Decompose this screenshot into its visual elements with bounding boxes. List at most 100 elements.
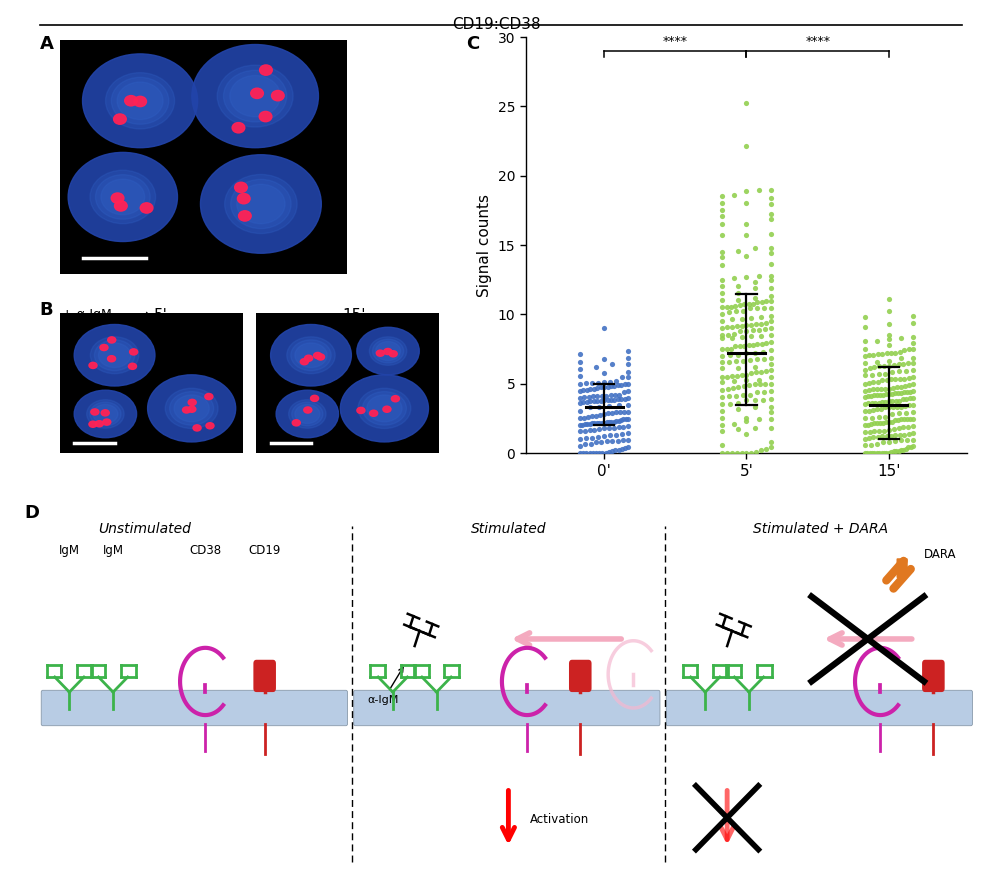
Point — [600, 406, 616, 420]
Point — [902, 391, 918, 405]
Point — [584, 416, 600, 430]
Point — [592, 381, 608, 395]
Circle shape — [191, 44, 318, 148]
Point — [730, 403, 746, 417]
Point — [738, 414, 754, 428]
Point — [579, 382, 595, 396]
Point — [747, 345, 763, 359]
Point — [584, 431, 600, 445]
Point — [901, 419, 917, 434]
Point — [726, 417, 742, 431]
Point — [714, 250, 730, 265]
Point — [722, 396, 738, 411]
Circle shape — [95, 420, 103, 427]
Point — [581, 417, 597, 431]
Point — [885, 394, 901, 408]
Point — [878, 388, 894, 402]
Text: α-IgM: α-IgM — [368, 667, 403, 704]
Point — [905, 433, 921, 447]
Point — [889, 381, 905, 395]
Point — [603, 389, 619, 403]
Point — [611, 398, 627, 412]
Circle shape — [376, 350, 384, 357]
Point — [719, 342, 735, 356]
Circle shape — [289, 400, 326, 428]
Point — [722, 349, 738, 363]
Point — [857, 342, 873, 356]
Point — [866, 375, 882, 389]
Point — [620, 377, 636, 391]
Point — [728, 354, 744, 368]
Point — [864, 446, 880, 460]
Point — [861, 404, 877, 418]
Text: IgM: IgM — [102, 544, 124, 557]
Point — [893, 386, 909, 400]
Point — [584, 376, 600, 390]
Point — [879, 446, 895, 460]
Point — [763, 328, 779, 342]
Point — [905, 316, 921, 330]
Point — [714, 217, 730, 231]
Point — [604, 358, 620, 372]
Point — [874, 429, 890, 443]
Circle shape — [101, 410, 109, 416]
Point — [738, 270, 754, 284]
Point — [582, 436, 598, 450]
Point — [756, 351, 772, 366]
Point — [613, 378, 629, 392]
Point — [870, 347, 886, 361]
Point — [857, 425, 873, 439]
Point — [719, 370, 735, 384]
Point — [901, 427, 917, 441]
Point — [763, 421, 779, 435]
Point — [886, 444, 902, 458]
Point — [579, 417, 595, 431]
Point — [594, 389, 610, 403]
Point — [752, 377, 768, 391]
Point — [719, 319, 735, 334]
Point — [763, 363, 779, 377]
Point — [730, 279, 746, 293]
Point — [725, 381, 741, 395]
Point — [866, 417, 882, 431]
Point — [876, 446, 892, 460]
Point — [596, 352, 612, 366]
Circle shape — [108, 337, 116, 343]
Point — [758, 364, 774, 378]
Point — [763, 212, 779, 226]
Point — [754, 337, 770, 351]
FancyBboxPatch shape — [923, 660, 944, 692]
Point — [572, 396, 588, 410]
Circle shape — [130, 349, 138, 355]
Circle shape — [105, 73, 175, 129]
Point — [727, 339, 743, 353]
FancyBboxPatch shape — [569, 660, 591, 692]
Circle shape — [187, 406, 195, 412]
Point — [864, 412, 880, 426]
Point — [578, 431, 594, 445]
Point — [723, 342, 739, 356]
Point — [714, 313, 730, 327]
Point — [869, 382, 885, 396]
Point — [736, 379, 752, 393]
Point — [763, 350, 779, 365]
Point — [601, 445, 617, 459]
Point — [598, 415, 614, 429]
Point — [734, 312, 750, 326]
Point — [747, 400, 763, 414]
Circle shape — [238, 211, 251, 221]
Point — [732, 339, 748, 353]
Point — [585, 389, 601, 404]
Point — [596, 380, 612, 394]
Point — [758, 442, 774, 456]
Point — [887, 413, 903, 427]
Point — [745, 337, 761, 351]
Point — [860, 396, 876, 410]
Point — [721, 355, 737, 369]
Point — [892, 365, 908, 379]
Point — [893, 399, 909, 413]
Circle shape — [91, 409, 99, 415]
Point — [586, 423, 602, 437]
Point — [747, 377, 763, 391]
Point — [869, 416, 885, 430]
